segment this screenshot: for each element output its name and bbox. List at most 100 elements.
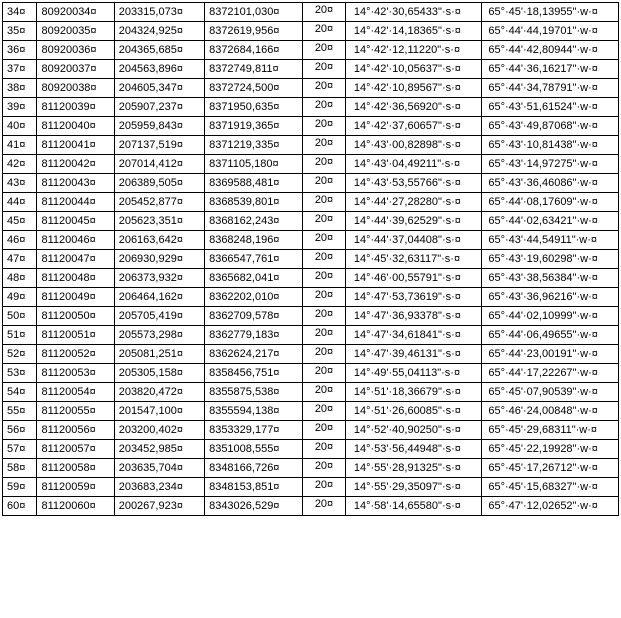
cell-index: 46¤ <box>3 231 37 250</box>
cell-code: 81120053¤ <box>37 364 114 383</box>
cell-z: 20¤ <box>303 421 346 440</box>
cell-index: 40¤ <box>3 117 37 136</box>
table-row: 47¤81120047¤206930,929¤8366547,761¤20¤14… <box>3 250 619 269</box>
cell-index: 42¤ <box>3 155 37 174</box>
table-row: 52¤81120052¤205081,251¤8362624,217¤20¤14… <box>3 345 619 364</box>
cell-z: 20¤ <box>303 3 346 22</box>
cell-y: 8372749,811¤ <box>205 60 303 79</box>
cell-latitude: 14°·42'·10,05637"·s·¤ <box>345 60 482 79</box>
cell-index: 50¤ <box>3 307 37 326</box>
cell-code: 81120046¤ <box>37 231 114 250</box>
cell-index: 35¤ <box>3 22 37 41</box>
cell-x: 201547,100¤ <box>114 402 204 421</box>
cell-code: 80920037¤ <box>37 60 114 79</box>
cell-latitude: 14°·55'·28,91325"·s·¤ <box>345 459 482 478</box>
cell-y: 8371950,635¤ <box>205 98 303 117</box>
cell-index: 56¤ <box>3 421 37 440</box>
cell-code: 81120049¤ <box>37 288 114 307</box>
cell-code: 81120039¤ <box>37 98 114 117</box>
cell-index: 36¤ <box>3 41 37 60</box>
cell-x: 205705,419¤ <box>114 307 204 326</box>
cell-y: 8348153,851¤ <box>205 478 303 497</box>
cell-latitude: 14°·47'·53,73619"·s·¤ <box>345 288 482 307</box>
cell-x: 200267,923¤ <box>114 497 204 516</box>
table-row: 35¤80920035¤204324,925¤8372619,956¤20¤14… <box>3 22 619 41</box>
cell-code: 81120054¤ <box>37 383 114 402</box>
cell-x: 203315,073¤ <box>114 3 204 22</box>
cell-code: 81120041¤ <box>37 136 114 155</box>
cell-code: 81120059¤ <box>37 478 114 497</box>
cell-z: 20¤ <box>303 326 346 345</box>
cell-longitude: 65°·43'·49,87068"·w·¤ <box>482 117 619 136</box>
cell-index: 48¤ <box>3 269 37 288</box>
cell-z: 20¤ <box>303 440 346 459</box>
cell-x: 206464,162¤ <box>114 288 204 307</box>
cell-longitude: 65°·44'·02,63421"·w·¤ <box>482 212 619 231</box>
cell-z: 20¤ <box>303 364 346 383</box>
cell-y: 8372724,500¤ <box>205 79 303 98</box>
table-row: 55¤81120055¤201547,100¤8355594,138¤20¤14… <box>3 402 619 421</box>
cell-y: 8351008,555¤ <box>205 440 303 459</box>
cell-z: 20¤ <box>303 478 346 497</box>
cell-index: 58¤ <box>3 459 37 478</box>
cell-longitude: 65°·44'·36,16217"·w·¤ <box>482 60 619 79</box>
cell-longitude: 65°·44'·02,10999"·w·¤ <box>482 307 619 326</box>
cell-longitude: 65°·45'·07,90539"·w·¤ <box>482 383 619 402</box>
cell-z: 20¤ <box>303 22 346 41</box>
cell-index: 47¤ <box>3 250 37 269</box>
cell-x: 205959,843¤ <box>114 117 204 136</box>
cell-latitude: 14°·51'·26,60085"·s·¤ <box>345 402 482 421</box>
cell-latitude: 14°·46'·00,55791"·s·¤ <box>345 269 482 288</box>
cell-latitude: 14°·42'·36,56920"·s·¤ <box>345 98 482 117</box>
table-row: 51¤81120051¤205573,298¤8362779,183¤20¤14… <box>3 326 619 345</box>
cell-x: 205907,237¤ <box>114 98 204 117</box>
cell-y: 8365682,041¤ <box>205 269 303 288</box>
cell-x: 205081,251¤ <box>114 345 204 364</box>
table-row: 36¤80920036¤204365,685¤8372684,166¤20¤14… <box>3 41 619 60</box>
cell-latitude: 14°·58'·14,65580"·s·¤ <box>345 497 482 516</box>
cell-z: 20¤ <box>303 402 346 421</box>
cell-longitude: 65°·43'·44,54911"·w·¤ <box>482 231 619 250</box>
cell-z: 20¤ <box>303 136 346 155</box>
cell-x: 204324,925¤ <box>114 22 204 41</box>
cell-index: 57¤ <box>3 440 37 459</box>
cell-longitude: 65°·45'·17,26712"·w·¤ <box>482 459 619 478</box>
cell-y: 8358456,751¤ <box>205 364 303 383</box>
cell-y: 8362779,183¤ <box>205 326 303 345</box>
cell-index: 54¤ <box>3 383 37 402</box>
cell-code: 81120056¤ <box>37 421 114 440</box>
cell-z: 20¤ <box>303 79 346 98</box>
cell-y: 8355594,138¤ <box>205 402 303 421</box>
cell-y: 8371105,180¤ <box>205 155 303 174</box>
cell-latitude: 14°·45'·32,63117"·s·¤ <box>345 250 482 269</box>
table-row: 56¤81120056¤203200,402¤8353329,177¤20¤14… <box>3 421 619 440</box>
cell-x: 206930,929¤ <box>114 250 204 269</box>
cell-z: 20¤ <box>303 459 346 478</box>
cell-code: 81120040¤ <box>37 117 114 136</box>
cell-z: 20¤ <box>303 98 346 117</box>
cell-longitude: 65°·43'·36,96216"·w·¤ <box>482 288 619 307</box>
cell-y: 8372619,956¤ <box>205 22 303 41</box>
cell-x: 203452,985¤ <box>114 440 204 459</box>
cell-longitude: 65°·43'·19,60298"·w·¤ <box>482 250 619 269</box>
table-row: 45¤81120045¤205623,351¤8368162,243¤20¤14… <box>3 212 619 231</box>
cell-x: 204365,685¤ <box>114 41 204 60</box>
cell-x: 207014,412¤ <box>114 155 204 174</box>
cell-longitude: 65°·43'·14,97275"·w·¤ <box>482 155 619 174</box>
cell-latitude: 14°·51'·18,36679"·s·¤ <box>345 383 482 402</box>
cell-z: 20¤ <box>303 231 346 250</box>
cell-z: 20¤ <box>303 345 346 364</box>
table-row: 38¤80920038¤204605,347¤8372724,500¤20¤14… <box>3 79 619 98</box>
cell-longitude: 65°·46'·24,00848"·w·¤ <box>482 402 619 421</box>
cell-latitude: 14°·47'·36,93378"·s·¤ <box>345 307 482 326</box>
cell-index: 37¤ <box>3 60 37 79</box>
table-row: 54¤81120054¤203820,472¤8355875,538¤20¤14… <box>3 383 619 402</box>
cell-code: 81120050¤ <box>37 307 114 326</box>
cell-index: 43¤ <box>3 174 37 193</box>
cell-index: 52¤ <box>3 345 37 364</box>
cell-x: 205452,877¤ <box>114 193 204 212</box>
cell-y: 8368248,196¤ <box>205 231 303 250</box>
cell-longitude: 65°·44'·06,49655"·w·¤ <box>482 326 619 345</box>
cell-y: 8369588,481¤ <box>205 174 303 193</box>
cell-longitude: 65°·43'·10,81438"·w·¤ <box>482 136 619 155</box>
